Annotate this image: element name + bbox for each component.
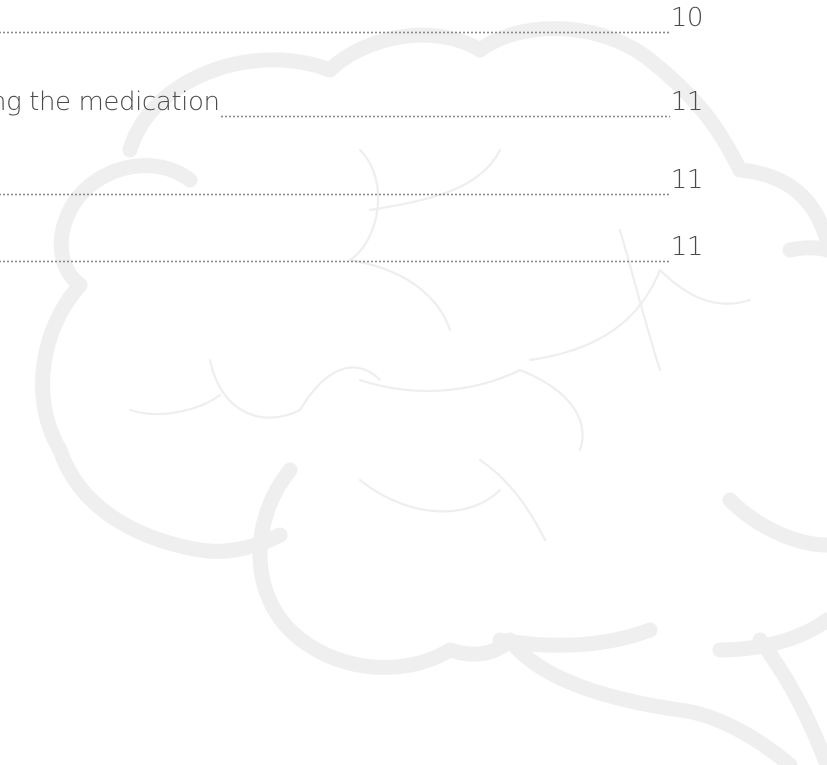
toc-entry[interactable]: 11 <box>0 165 703 205</box>
toc-dot-leader <box>0 260 670 263</box>
toc-page-number: 11 <box>670 87 704 117</box>
toc-page-number: 11 <box>670 232 704 262</box>
toc-dot-leader <box>0 193 670 196</box>
toc-entry-title: ng the medication <box>0 87 220 117</box>
toc-entry[interactable]: ng the medication 11 <box>0 87 703 127</box>
toc-entry[interactable]: 11 <box>0 232 703 272</box>
toc-page-number: 10 <box>670 3 704 33</box>
toc-page-number: 11 <box>670 165 704 195</box>
toc-entry[interactable]: 10 <box>0 3 703 43</box>
toc-dot-leader <box>0 31 670 34</box>
toc-dot-leader <box>219 115 670 118</box>
